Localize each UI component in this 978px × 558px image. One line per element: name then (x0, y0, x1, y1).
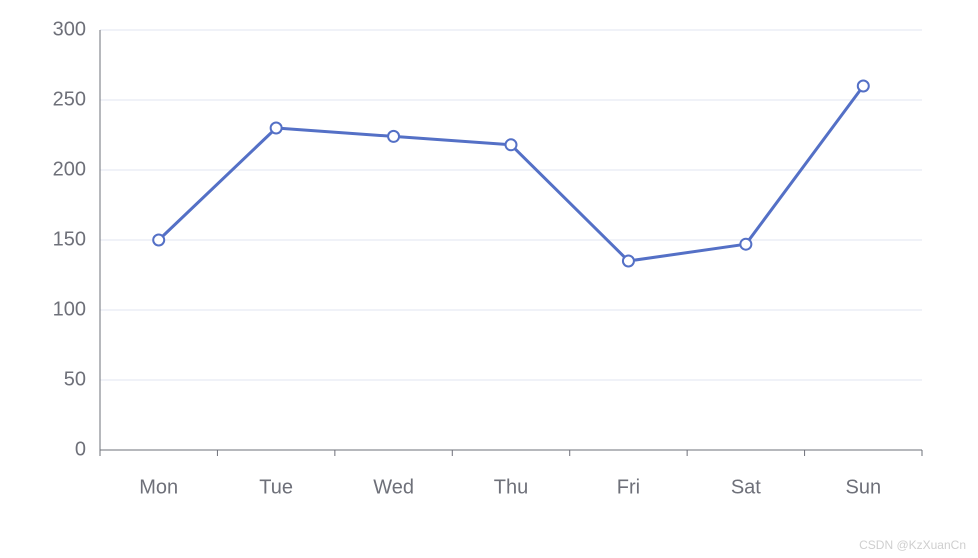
series-marker (623, 256, 634, 267)
chart-svg: 0 50 100 150 200 250 300 Mon Tue Wed Thu Fri Sat Sun (0, 0, 978, 558)
series-marker (388, 131, 399, 142)
line-chart: 0 50 100 150 200 250 300 Mon Tue Wed Thu Fri Sat Sun (0, 0, 978, 558)
x-tick-label: Sat (731, 477, 761, 499)
series-marker (506, 139, 517, 150)
x-tick-label: Sun (845, 477, 881, 499)
y-tick-label: 250 (53, 88, 86, 110)
y-tick-label: 100 (53, 298, 86, 320)
x-tick-label: Thu (494, 477, 528, 499)
series-marker (740, 239, 751, 250)
y-tick-label: 300 (53, 18, 86, 40)
y-tick-label: 50 (64, 368, 86, 390)
x-tick-label: Tue (259, 477, 293, 499)
watermark-text: CSDN @KzXuanCn (859, 538, 966, 552)
series-marker (153, 235, 164, 246)
x-tick-label: Mon (139, 477, 178, 499)
series-line (159, 86, 864, 261)
x-tick-label: Fri (617, 477, 640, 499)
x-tick-label: Wed (373, 477, 414, 499)
y-tick-label: 200 (53, 158, 86, 180)
series-marker (271, 123, 282, 134)
series-marker (858, 81, 869, 92)
y-tick-label: 0 (75, 438, 86, 460)
y-tick-label: 150 (53, 228, 86, 250)
